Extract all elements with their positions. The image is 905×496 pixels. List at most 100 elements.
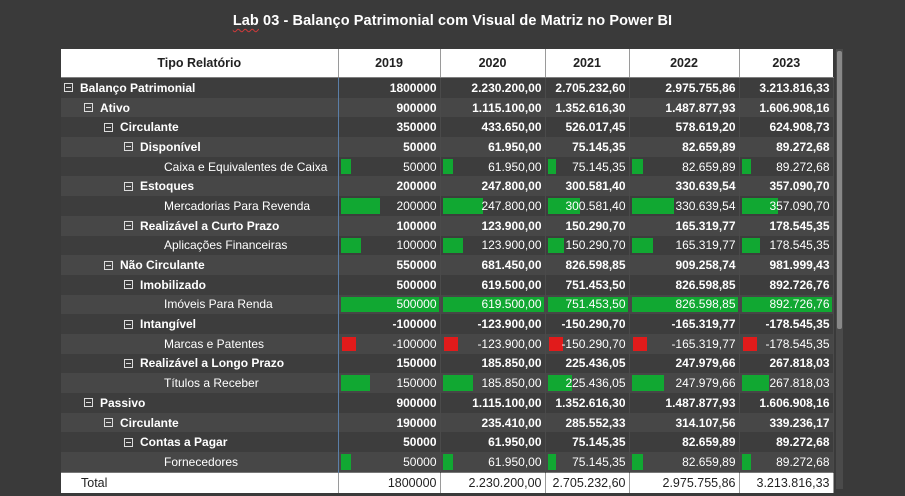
- value-cell[interactable]: 1.115.100,00: [440, 97, 546, 118]
- value-cell[interactable]: -178.545,35: [739, 333, 834, 354]
- value-cell[interactable]: -150.290,70: [545, 314, 630, 334]
- value-cell[interactable]: 100000: [338, 215, 441, 236]
- row-header[interactable]: Realizável a Curto Prazo: [61, 215, 339, 236]
- matrix-group-row[interactable]: Estoques 200000 247.800,00 300.581,40 330.63…: [61, 176, 834, 197]
- row-header[interactable]: Disponível: [61, 137, 339, 157]
- value-cell[interactable]: 751.453,50: [545, 294, 630, 315]
- matrix-leaf-row[interactable]: Caixa e Equivalentes de Caixa 50000 61.950…: [61, 156, 834, 177]
- matrix-group-row[interactable]: Ativo 900000 1.115.100,00 1.352.616,30 1.487…: [61, 97, 834, 118]
- header-2021[interactable]: 2021: [545, 49, 630, 78]
- value-cell[interactable]: 900000: [338, 97, 441, 118]
- row-header[interactable]: Circulante: [61, 412, 339, 433]
- vertical-scrollbar[interactable]: [836, 49, 843, 489]
- matrix-group-row[interactable]: Circulante 190000 235.410,00 285.552,33 314.…: [61, 412, 834, 433]
- value-cell[interactable]: 624.908,73: [739, 117, 834, 138]
- value-cell[interactable]: -123.900,00: [440, 314, 546, 334]
- matrix-group-row[interactable]: Intangível -100000 -123.900,00 -150.290,70 -…: [61, 314, 834, 334]
- value-cell[interactable]: -150.290,70: [545, 333, 630, 354]
- value-cell[interactable]: 3.213.816,33: [739, 77, 834, 98]
- collapse-icon[interactable]: [104, 122, 113, 132]
- value-cell[interactable]: 900000: [338, 393, 441, 413]
- value-cell[interactable]: 2.975.755,86: [629, 77, 740, 98]
- value-cell[interactable]: 247.800,00: [440, 176, 546, 197]
- collapse-icon[interactable]: [124, 142, 133, 152]
- value-cell[interactable]: -165.319,77: [629, 314, 740, 334]
- value-cell[interactable]: 200000: [338, 176, 441, 197]
- value-cell[interactable]: 150000: [338, 353, 441, 374]
- matrix-group-row[interactable]: Imobilizado 500000 619.500,00 751.453,50 826…: [61, 274, 834, 295]
- header-2019[interactable]: 2019: [338, 49, 441, 78]
- value-cell[interactable]: 826.598,85: [629, 294, 740, 315]
- value-cell[interactable]: 165.319,77: [629, 215, 740, 236]
- value-cell[interactable]: 150.290,70: [545, 235, 630, 256]
- collapse-icon[interactable]: [104, 418, 113, 428]
- value-cell[interactable]: 267.818,03: [739, 373, 834, 393]
- matrix-leaf-row[interactable]: Títulos a Receber 150000 185.850,00 225.436…: [61, 373, 834, 393]
- header-tipo-relatorio[interactable]: Tipo Relatório: [61, 49, 339, 78]
- value-cell[interactable]: 225.436,05: [545, 373, 630, 393]
- row-header[interactable]: Fornecedores: [61, 452, 339, 473]
- collapse-icon[interactable]: [64, 83, 73, 93]
- value-cell[interactable]: 123.900,00: [440, 235, 546, 256]
- collapse-icon[interactable]: [124, 221, 133, 231]
- collapse-icon[interactable]: [124, 358, 133, 368]
- row-header[interactable]: Títulos a Receber: [61, 373, 339, 393]
- value-cell[interactable]: 1.487.877,93: [629, 393, 740, 413]
- header-2023[interactable]: 2023: [739, 49, 833, 78]
- value-cell[interactable]: 225.436,05: [545, 353, 630, 374]
- value-cell[interactable]: 165.319,77: [629, 235, 740, 256]
- row-header[interactable]: Não Circulante: [61, 255, 339, 275]
- matrix-group-row[interactable]: Passivo 900000 1.115.100,00 1.352.616,30 1.4…: [61, 393, 834, 413]
- row-header[interactable]: Mercadorias Para Revenda: [61, 196, 339, 216]
- value-cell[interactable]: 300.581,40: [545, 196, 630, 216]
- value-cell[interactable]: 247.979,66: [629, 353, 740, 374]
- matrix-group-row[interactable]: Balanço Patrimonial 1800000 2.230.200,00 2.…: [61, 77, 834, 98]
- value-cell[interactable]: 185.850,00: [440, 373, 546, 393]
- collapse-icon[interactable]: [124, 181, 133, 191]
- value-cell[interactable]: 339.236,17: [739, 412, 834, 433]
- value-cell[interactable]: 892.726,76: [739, 294, 834, 315]
- value-cell[interactable]: 61.950,00: [440, 432, 546, 453]
- matrix-group-row[interactable]: Não Circulante 550000 681.450,00 826.598,85…: [61, 255, 834, 275]
- value-cell[interactable]: 500000: [338, 274, 441, 295]
- value-cell[interactable]: 75.145,35: [545, 452, 630, 473]
- value-cell[interactable]: 178.545,35: [739, 215, 834, 236]
- value-cell[interactable]: 1800000: [338, 77, 441, 98]
- matrix-leaf-row[interactable]: Mercadorias Para Revenda 200000 247.800,00…: [61, 196, 834, 216]
- value-cell[interactable]: 330.639,54: [629, 196, 740, 216]
- row-header[interactable]: Intangível: [61, 314, 339, 334]
- value-cell[interactable]: 89.272,68: [739, 452, 834, 473]
- value-cell[interactable]: 892.726,76: [739, 274, 834, 295]
- value-cell[interactable]: 285.552,33: [545, 412, 630, 433]
- row-header[interactable]: Marcas e Patentes: [61, 333, 339, 354]
- value-cell[interactable]: 82.659,89: [629, 137, 740, 157]
- row-header[interactable]: Passivo: [61, 393, 339, 413]
- row-header[interactable]: Imobilizado: [61, 274, 339, 295]
- value-cell[interactable]: 357.090,70: [739, 196, 834, 216]
- value-cell[interactable]: 1.606.908,16: [739, 393, 834, 413]
- value-cell[interactable]: 357.090,70: [739, 176, 834, 197]
- value-cell[interactable]: 150.290,70: [545, 215, 630, 236]
- row-header[interactable]: Imóveis Para Renda: [61, 294, 339, 315]
- row-header[interactable]: Aplicações Financeiras: [61, 235, 339, 256]
- matrix-group-row[interactable]: Circulante 350000 433.650,00 526.017,45 578.…: [61, 117, 834, 138]
- matrix-leaf-row[interactable]: Aplicações Financeiras 100000 123.900,00 15…: [61, 235, 834, 256]
- row-header[interactable]: Ativo: [61, 97, 339, 118]
- value-cell[interactable]: 75.145,35: [545, 156, 630, 177]
- value-cell[interactable]: 1.606.908,16: [739, 97, 834, 118]
- matrix-group-row[interactable]: Realizável a Longo Prazo 150000 185.850,00…: [61, 353, 834, 374]
- collapse-icon[interactable]: [124, 437, 133, 447]
- value-cell[interactable]: 75.145,35: [545, 432, 630, 453]
- value-cell[interactable]: 619.500,00: [440, 294, 546, 315]
- value-cell[interactable]: -178.545,35: [739, 314, 834, 334]
- value-cell[interactable]: 909.258,74: [629, 255, 740, 275]
- value-cell[interactable]: 550000: [338, 255, 441, 275]
- value-cell[interactable]: 2.705.232,60: [545, 77, 630, 98]
- collapse-icon[interactable]: [84, 398, 93, 408]
- value-cell[interactable]: 247.979,66: [629, 373, 740, 393]
- matrix-group-row[interactable]: Disponível 50000 61.950,00 75.145,35 82.659,…: [61, 137, 834, 157]
- value-cell[interactable]: 190000: [338, 412, 441, 433]
- value-cell[interactable]: 314.107,56: [629, 412, 740, 433]
- value-cell[interactable]: 300.581,40: [545, 176, 630, 197]
- value-cell[interactable]: 330.639,54: [629, 176, 740, 197]
